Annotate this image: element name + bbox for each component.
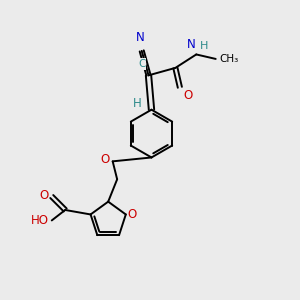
Text: O: O [128,208,137,221]
Text: C: C [138,59,146,69]
Text: H: H [133,97,142,110]
Text: HO: HO [31,214,49,227]
Text: O: O [183,89,193,102]
Text: O: O [100,153,110,167]
Text: N: N [136,31,145,44]
Text: H: H [200,41,208,52]
Text: CH₃: CH₃ [219,54,238,64]
Text: N: N [187,38,196,52]
Text: O: O [40,188,49,202]
